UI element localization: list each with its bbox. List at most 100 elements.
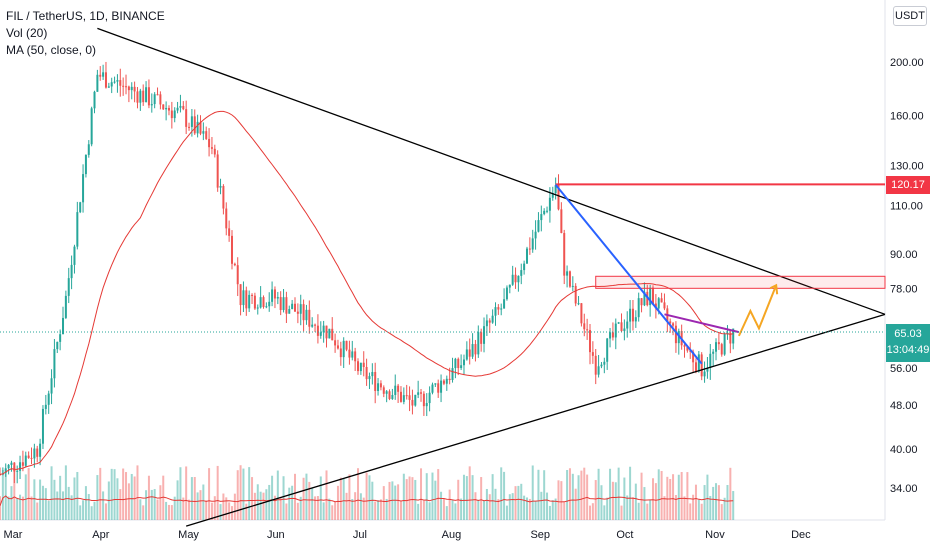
volume-bar xyxy=(377,500,380,520)
candle-body xyxy=(357,361,360,372)
candle-body xyxy=(583,323,586,330)
candle-body xyxy=(462,359,465,366)
candle-body xyxy=(551,193,554,198)
volume-bar xyxy=(16,498,19,520)
volume-bar xyxy=(334,501,337,520)
volume-bar xyxy=(33,479,36,520)
candle-body xyxy=(382,387,385,394)
volume-bar xyxy=(646,503,649,520)
candle-body xyxy=(167,107,170,111)
candle-body xyxy=(199,121,202,134)
candle-body xyxy=(314,324,317,326)
volume-bar xyxy=(531,465,534,520)
volume-bar xyxy=(185,466,188,520)
candle-body xyxy=(302,304,305,321)
volume-bar xyxy=(566,469,569,520)
volume-bar xyxy=(417,503,420,520)
volume-bar xyxy=(104,503,107,520)
volume-bar xyxy=(445,506,448,520)
candle-body xyxy=(179,105,182,108)
y-tick-label: 90.00 xyxy=(890,249,918,261)
candle-body xyxy=(543,210,546,215)
volume-bar xyxy=(620,505,623,520)
volume-indicator-label[interactable]: Vol (20) xyxy=(6,26,48,40)
candle-body xyxy=(594,355,597,375)
candle-body xyxy=(729,332,732,344)
candle-body xyxy=(517,275,520,283)
candle-body xyxy=(397,385,400,392)
candle-body xyxy=(700,354,703,377)
candle-body xyxy=(720,344,723,355)
volume-bar xyxy=(462,474,465,520)
candle-body xyxy=(228,228,231,236)
candle-body xyxy=(652,287,655,304)
candle-body xyxy=(96,74,99,92)
chart-plot-area[interactable] xyxy=(0,0,885,520)
volume-bar xyxy=(150,489,153,520)
candle-body xyxy=(448,378,451,380)
volume-bar xyxy=(102,491,105,520)
candle-body xyxy=(282,297,285,311)
candle-body xyxy=(305,309,308,321)
candle-body xyxy=(614,323,617,338)
candle-body xyxy=(399,391,402,402)
candle-body xyxy=(139,90,142,103)
candle-body xyxy=(692,351,695,363)
candle-body xyxy=(56,341,59,350)
volume-bar xyxy=(640,472,643,520)
candle-body xyxy=(44,404,47,409)
candle-body xyxy=(431,384,434,393)
volume-bar xyxy=(325,470,328,520)
volume-bar xyxy=(723,497,726,520)
moving-average-label[interactable]: MA (50, close, 0) xyxy=(6,43,97,57)
volume-bar xyxy=(319,476,322,520)
volume-bar xyxy=(336,485,339,520)
candle-body xyxy=(76,212,79,247)
volume-bar xyxy=(663,496,666,520)
volume-bar xyxy=(669,478,672,520)
candle-body xyxy=(130,86,133,91)
volume-bar xyxy=(551,500,554,520)
candle-body xyxy=(276,297,279,299)
candle-body xyxy=(145,87,148,103)
volume-bar xyxy=(10,486,13,520)
candle-body xyxy=(362,362,365,367)
volume-bar xyxy=(528,498,531,520)
currency-button[interactable]: USDT xyxy=(893,6,927,26)
volume-bar xyxy=(689,503,692,520)
symbol-title[interactable]: FIL / TetherUS, 1D, BINANCE xyxy=(6,9,165,23)
candle-body xyxy=(19,462,22,471)
volume-bar xyxy=(379,499,382,520)
candle-body xyxy=(153,94,156,105)
volume-bar xyxy=(153,489,156,520)
x-tick-label: Jun xyxy=(267,529,285,541)
volume-bar xyxy=(574,488,577,520)
candle-body xyxy=(417,392,420,395)
volume-bar xyxy=(554,498,557,520)
candle-body xyxy=(253,295,256,309)
volume-bar xyxy=(520,483,523,520)
volume-bar xyxy=(133,476,136,520)
candle-body xyxy=(494,307,497,316)
volume-bar xyxy=(296,502,299,520)
candle-body xyxy=(316,325,319,336)
volume-bar xyxy=(548,505,551,520)
candle-body xyxy=(10,462,13,465)
volume-average-line xyxy=(0,495,734,506)
volume-bar xyxy=(245,503,248,520)
candle-body xyxy=(127,86,130,91)
volume-bar xyxy=(256,484,259,520)
candle-body xyxy=(133,86,136,92)
candle-body xyxy=(279,297,282,311)
x-tick-label: Dec xyxy=(791,529,811,541)
candle-body xyxy=(563,232,566,276)
candle-body xyxy=(537,220,540,232)
candle-body xyxy=(230,235,233,264)
volume-bar xyxy=(239,465,242,520)
volume-bar xyxy=(623,477,626,520)
candle-body xyxy=(93,91,96,109)
volume-bar xyxy=(397,484,400,520)
volume-bar xyxy=(316,496,319,520)
volume-bar xyxy=(291,485,294,520)
